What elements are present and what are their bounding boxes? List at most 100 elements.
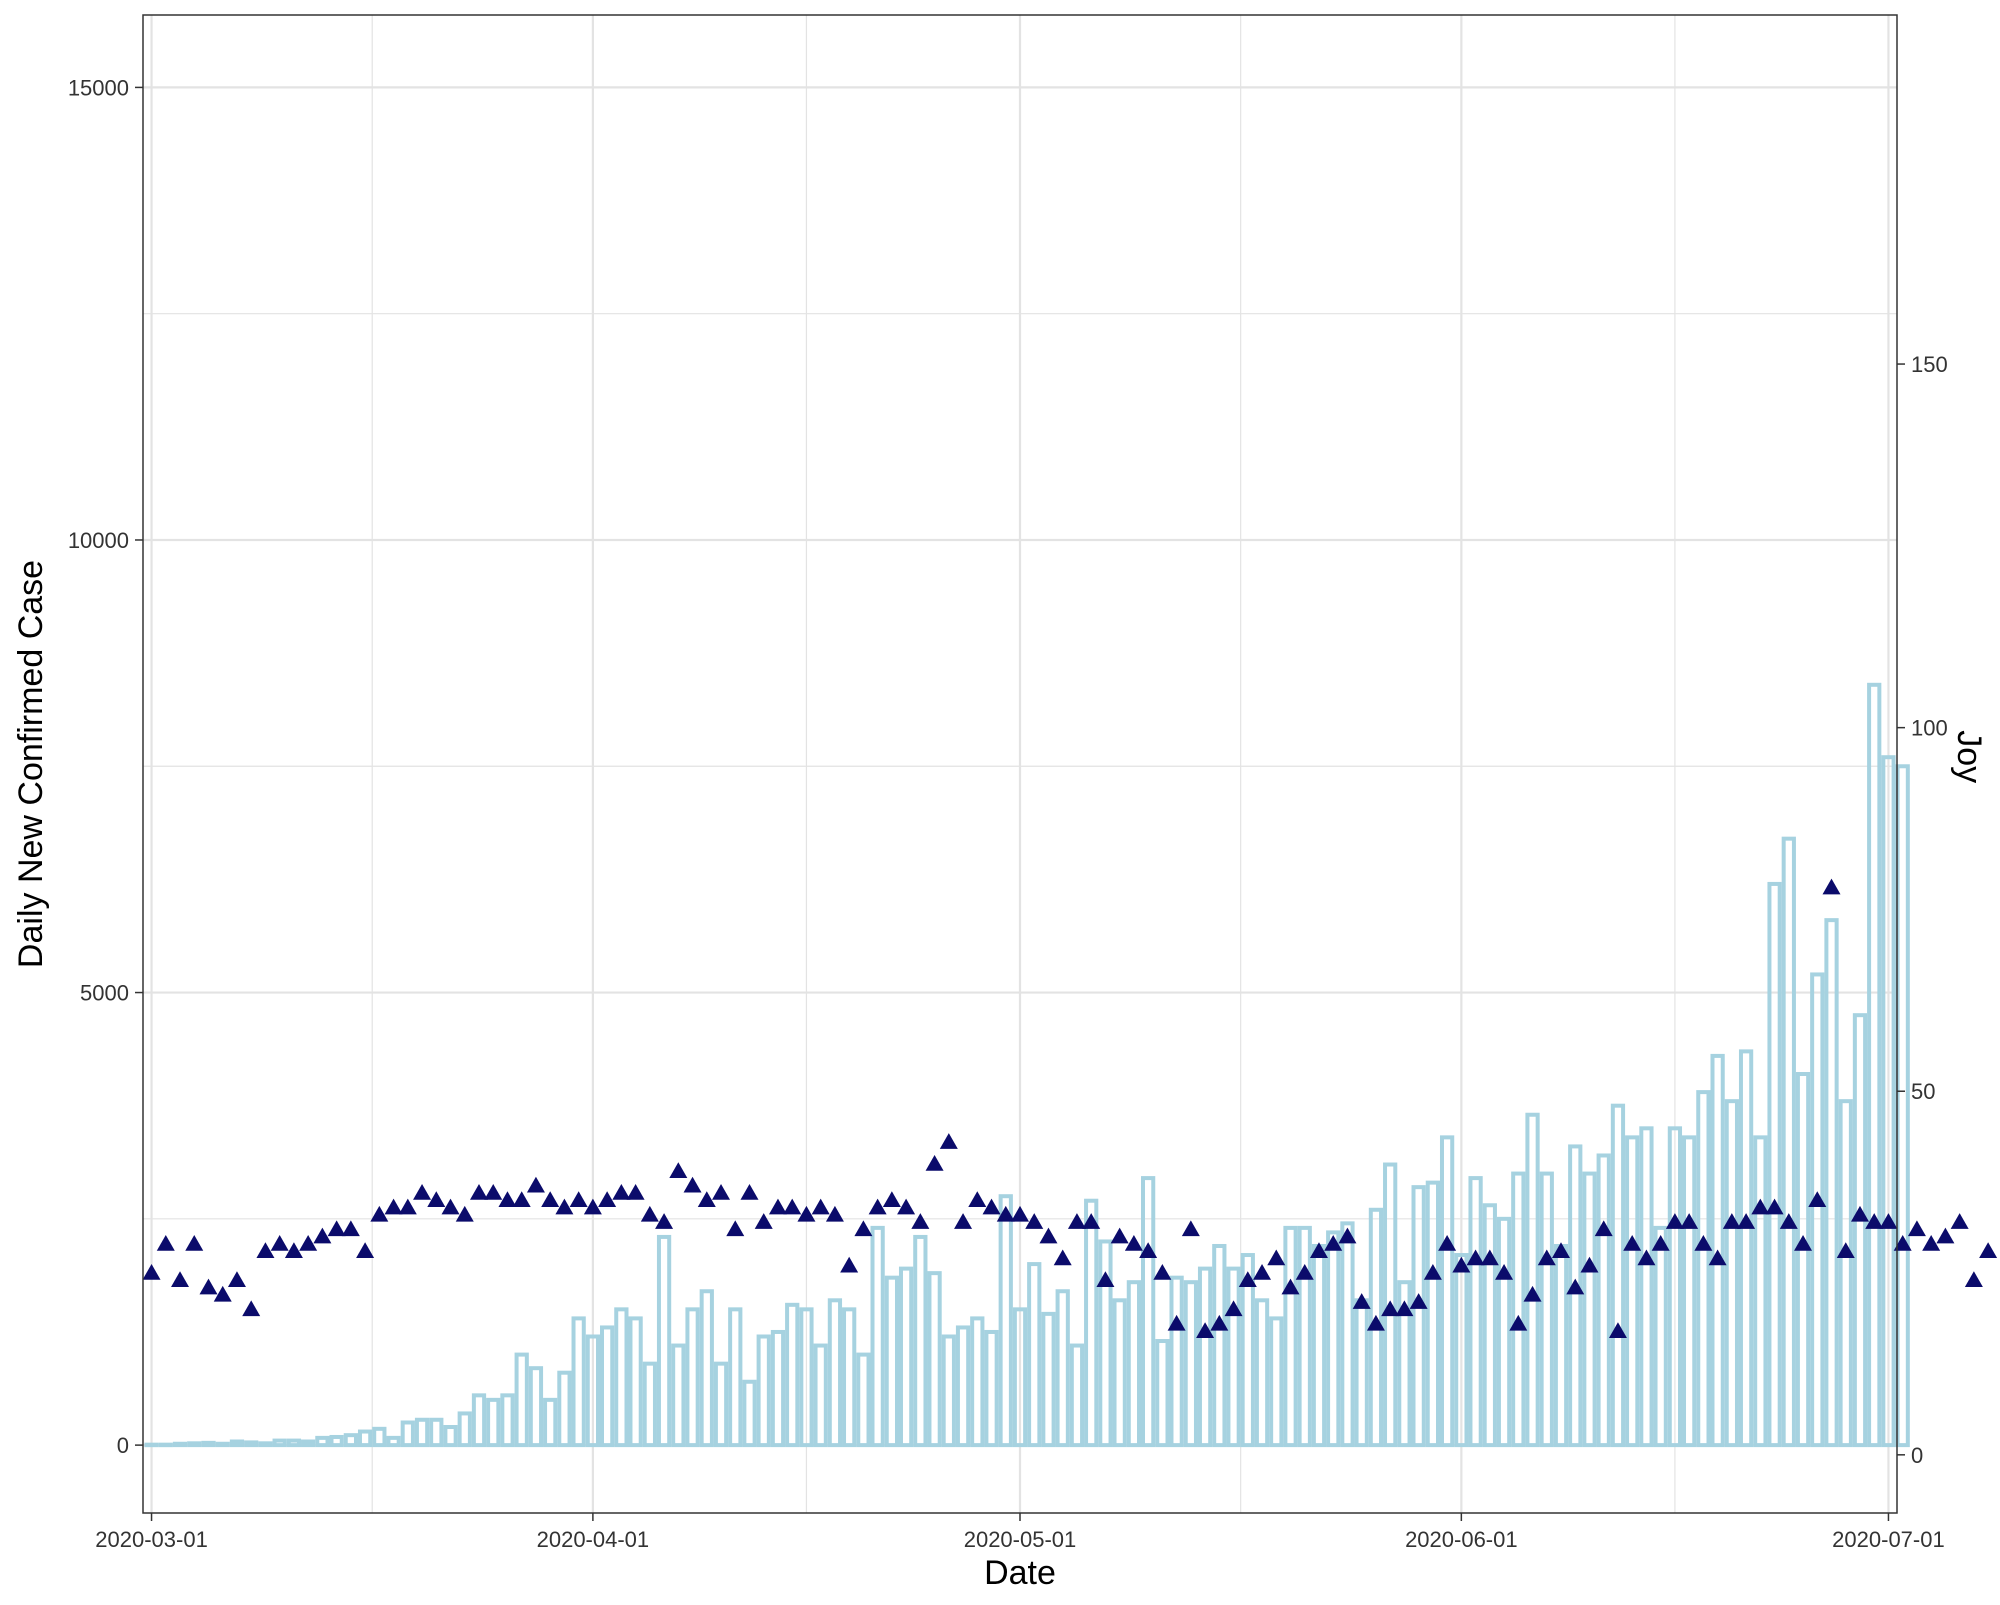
joy-point <box>1224 1300 1243 1317</box>
case-bar <box>1425 1180 1440 1448</box>
case-bar <box>1781 836 1796 1448</box>
case-bar <box>315 1435 330 1448</box>
joy-point <box>171 1271 190 1288</box>
case-bar <box>1682 1135 1697 1448</box>
joy-point <box>1039 1227 1058 1244</box>
joy-point <box>469 1184 488 1200</box>
joy-point <box>1352 1293 1371 1309</box>
x-tick-label: 2020-05-01 <box>964 1527 1077 1552</box>
case-bar <box>187 1441 202 1448</box>
joy-point <box>1181 1220 1200 1237</box>
joy-point <box>199 1278 218 1295</box>
case-bar <box>557 1370 572 1448</box>
joy-point <box>1238 1271 1257 1288</box>
case-bar <box>998 1194 1013 1448</box>
case-bar <box>813 1343 828 1448</box>
case-bar <box>1539 1171 1554 1448</box>
case-bar <box>500 1393 515 1448</box>
joy-point <box>1665 1213 1684 1229</box>
joy-point <box>1523 1285 1542 1302</box>
joy-point <box>925 1154 944 1171</box>
left-y-axis-title: Daily New Confirmed Case <box>12 560 50 968</box>
bar-series <box>144 682 1910 1448</box>
joy-point <box>327 1220 346 1237</box>
joy-point <box>156 1234 175 1251</box>
joy-point <box>1922 1234 1941 1251</box>
joy-point <box>1309 1242 1328 1258</box>
case-bar <box>158 1442 173 1448</box>
joy-point <box>227 1271 246 1288</box>
case-bar <box>272 1438 287 1448</box>
case-bar <box>614 1307 629 1448</box>
joy-point <box>1124 1234 1143 1251</box>
case-bar <box>372 1426 387 1448</box>
left-y-tick-label: 5000 <box>80 981 129 1006</box>
joy-point <box>1509 1314 1528 1331</box>
axis-ticks: 0 5000 10000 15000 0 50 100 150 2020-03-01 2020-0… <box>68 75 1948 1552</box>
case-bar <box>386 1435 401 1448</box>
case-bar <box>1197 1266 1213 1448</box>
joy-point <box>797 1205 816 1222</box>
joy-point <box>1096 1271 1115 1288</box>
case-bar <box>1069 1343 1085 1448</box>
case-bar <box>1254 1298 1270 1448</box>
joy-point <box>1295 1264 1314 1280</box>
case-bar <box>1169 1275 1184 1448</box>
case-bar <box>1112 1298 1127 1448</box>
case-bar <box>585 1334 601 1448</box>
case-bar <box>1183 1280 1198 1448</box>
case-bar <box>1269 1316 1284 1448</box>
joy-point <box>284 1242 303 1258</box>
joy-point <box>1011 1205 1029 1222</box>
joy-point <box>384 1198 403 1215</box>
joy-point <box>697 1191 716 1208</box>
case-bar <box>1696 1090 1711 1448</box>
x-axis-title: Date <box>984 1554 1056 1592</box>
case-bar <box>970 1316 985 1448</box>
case-bar <box>713 1361 729 1448</box>
case-bar <box>244 1440 259 1448</box>
case-bar <box>1482 1203 1497 1448</box>
joy-point <box>427 1191 446 1208</box>
joy-point <box>398 1198 417 1215</box>
case-bar <box>1297 1225 1312 1448</box>
x-tick-label: 2020-03-01 <box>95 1527 208 1552</box>
case-bar <box>1454 1253 1469 1448</box>
x-tick-label: 2020-06-01 <box>1405 1527 1518 1552</box>
joy-point <box>1964 1271 1983 1288</box>
joy-point <box>1623 1234 1642 1251</box>
case-bar <box>172 1441 188 1448</box>
case-bar <box>600 1325 615 1448</box>
case-bar <box>856 1352 871 1448</box>
joy-point <box>441 1198 460 1215</box>
case-bar <box>1411 1185 1426 1448</box>
joy-point <box>356 1242 375 1258</box>
joy-point <box>1850 1205 1869 1222</box>
joy-point <box>1580 1256 1599 1273</box>
case-bar <box>1795 1072 1811 1448</box>
case-bar <box>1667 1126 1683 1448</box>
case-bar <box>258 1441 273 1448</box>
right-y-tick-label: 150 <box>1911 352 1948 377</box>
joy-point <box>455 1205 474 1222</box>
joy-point <box>569 1191 588 1208</box>
case-bar <box>1155 1339 1170 1448</box>
joy-point <box>768 1198 787 1215</box>
joy-point <box>996 1205 1015 1222</box>
case-bar <box>1838 1099 1853 1448</box>
joy-point <box>726 1220 745 1237</box>
joy-point <box>712 1184 731 1200</box>
joy-point <box>1694 1234 1713 1251</box>
case-bar <box>1012 1307 1028 1448</box>
joy-point <box>1495 1264 1514 1280</box>
case-bar <box>201 1440 216 1448</box>
x-tick-label: 2020-07-01 <box>1832 1527 1945 1552</box>
joy-point <box>882 1191 901 1208</box>
joy-point <box>740 1184 759 1200</box>
joy-point <box>1879 1213 1898 1229</box>
joy-point <box>1537 1249 1556 1266</box>
joy-point <box>1893 1234 1912 1251</box>
joy-point <box>1381 1300 1400 1317</box>
joy-point <box>1409 1293 1428 1309</box>
